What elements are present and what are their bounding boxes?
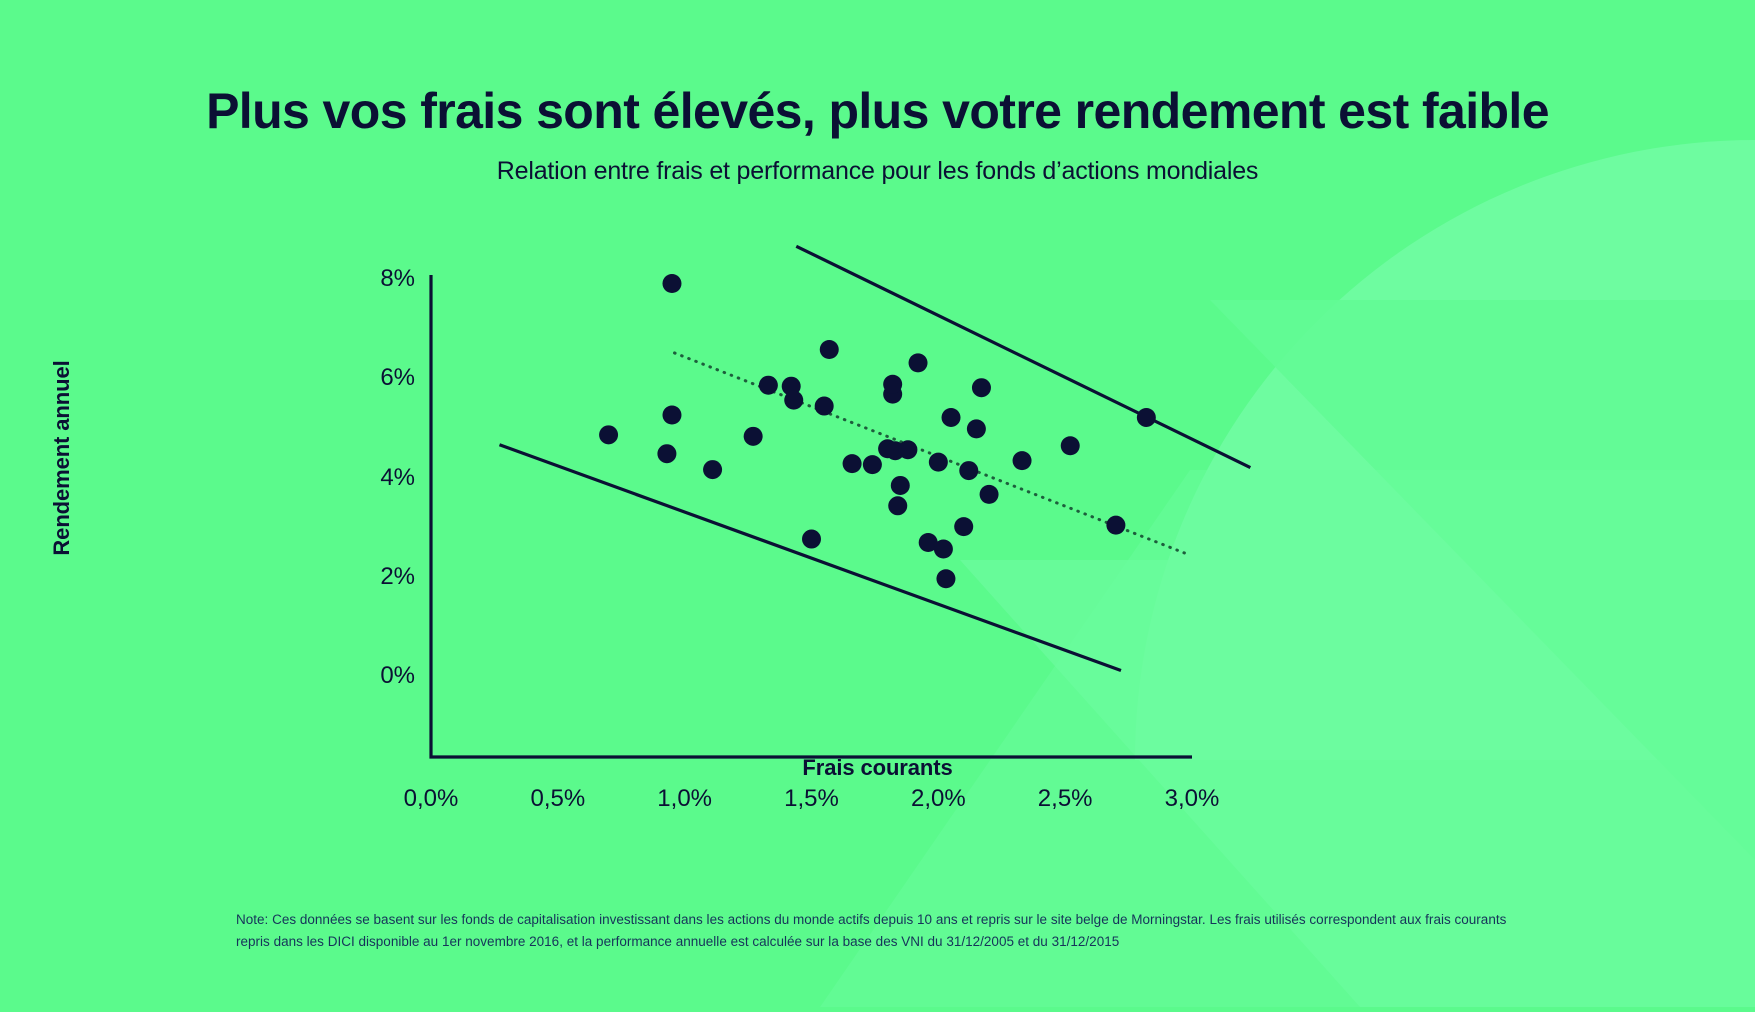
data-point — [959, 461, 979, 481]
y-axis-tick-label: 0% — [380, 662, 415, 689]
y-axis-tick-label: 4% — [380, 463, 415, 491]
axis-spine — [429, 275, 1192, 759]
data-point — [979, 484, 999, 504]
data-point — [883, 374, 903, 394]
y-axis-tick-label: 2% — [380, 562, 415, 590]
data-point — [898, 440, 918, 460]
x-axis-title: Frais courants — [802, 755, 953, 780]
data-point — [908, 353, 928, 373]
data-point — [703, 460, 723, 480]
data-point — [802, 529, 821, 549]
y-axis-title: Rendement annuel — [49, 360, 74, 556]
data-point — [842, 454, 862, 474]
data-point — [814, 396, 834, 416]
footnote-line-1: Note: Ces données se basent sur les fond… — [236, 912, 1451, 927]
lower-boundary-line — [498, 443, 1122, 673]
data-point — [966, 419, 986, 439]
data-point — [888, 496, 908, 516]
data-point — [933, 539, 953, 559]
data-point — [890, 475, 910, 495]
x-axis-tick-label: 2,5% — [1037, 785, 1093, 812]
page-title: Plus vos frais sont élevés, plus votre r… — [206, 83, 1549, 139]
data-point — [662, 405, 682, 425]
page-subtitle: Relation entre frais et performance pour… — [496, 157, 1259, 185]
x-axis-tick-label: 1,5% — [784, 785, 839, 812]
data-point — [928, 452, 948, 472]
upper-boundary-line — [795, 244, 1252, 470]
y-axis-tick-label: 6% — [380, 364, 415, 392]
data-point — [954, 517, 974, 537]
data-point — [1060, 436, 1080, 456]
data-point — [862, 455, 882, 475]
data-point — [819, 339, 839, 359]
data-point — [599, 425, 619, 445]
x-axis-tick-label: 0,0% — [403, 785, 459, 812]
data-point — [662, 273, 682, 293]
data-point — [1106, 515, 1126, 535]
x-axis-tick-label: 3,0% — [1164, 785, 1220, 812]
data-point — [918, 533, 938, 553]
chart-footnote: Note: Ces données se basent sur les fond… — [236, 909, 1526, 953]
x-axis-tick-label: 2,0% — [910, 785, 966, 812]
data-point — [743, 426, 763, 446]
y-axis-tick-label: 8% — [380, 265, 415, 292]
x-axis-tick-label: 0,5% — [530, 785, 586, 812]
data-point — [941, 407, 961, 427]
header: Plus vos frais sont élevés, plus votre r… — [0, 0, 1755, 186]
data-point — [784, 390, 804, 410]
data-point — [971, 378, 991, 398]
data-point — [1136, 407, 1156, 427]
data-point — [936, 569, 956, 589]
data-point — [758, 375, 778, 395]
x-axis-tick-label: 1,0% — [657, 785, 712, 812]
data-point — [1012, 451, 1032, 471]
data-point — [657, 444, 677, 464]
